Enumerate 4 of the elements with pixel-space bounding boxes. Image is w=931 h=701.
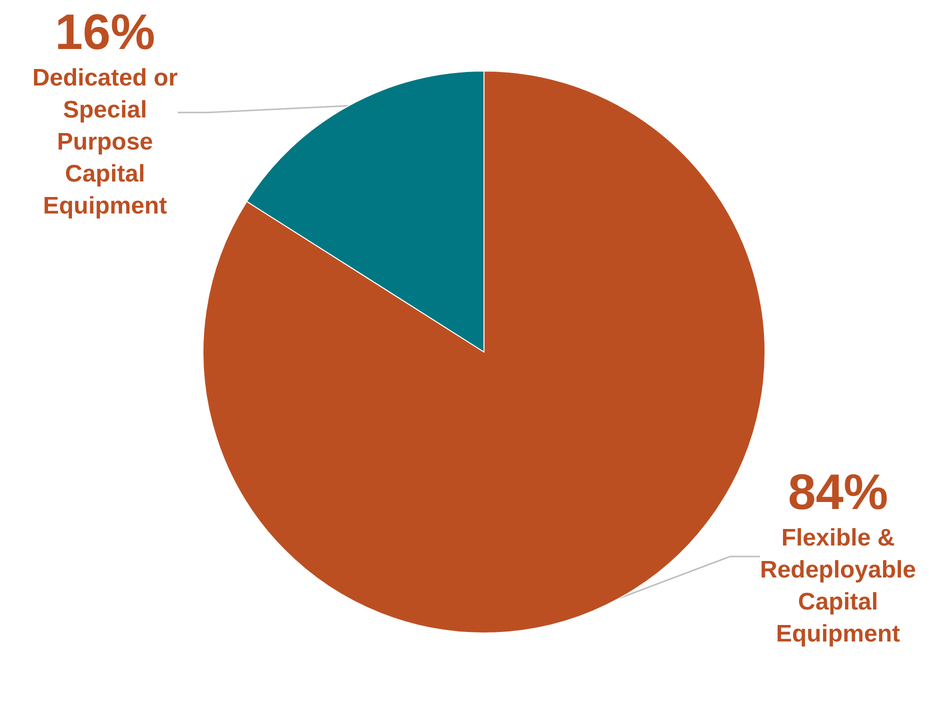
slice-label: Dedicated or Special Purpose Capital Equipment [32,64,178,220]
slice-label: Flexible & Redeployable Capital Equipment [760,524,916,648]
data-label: 84% [788,464,888,520]
data-label: 16% [54,4,156,60]
